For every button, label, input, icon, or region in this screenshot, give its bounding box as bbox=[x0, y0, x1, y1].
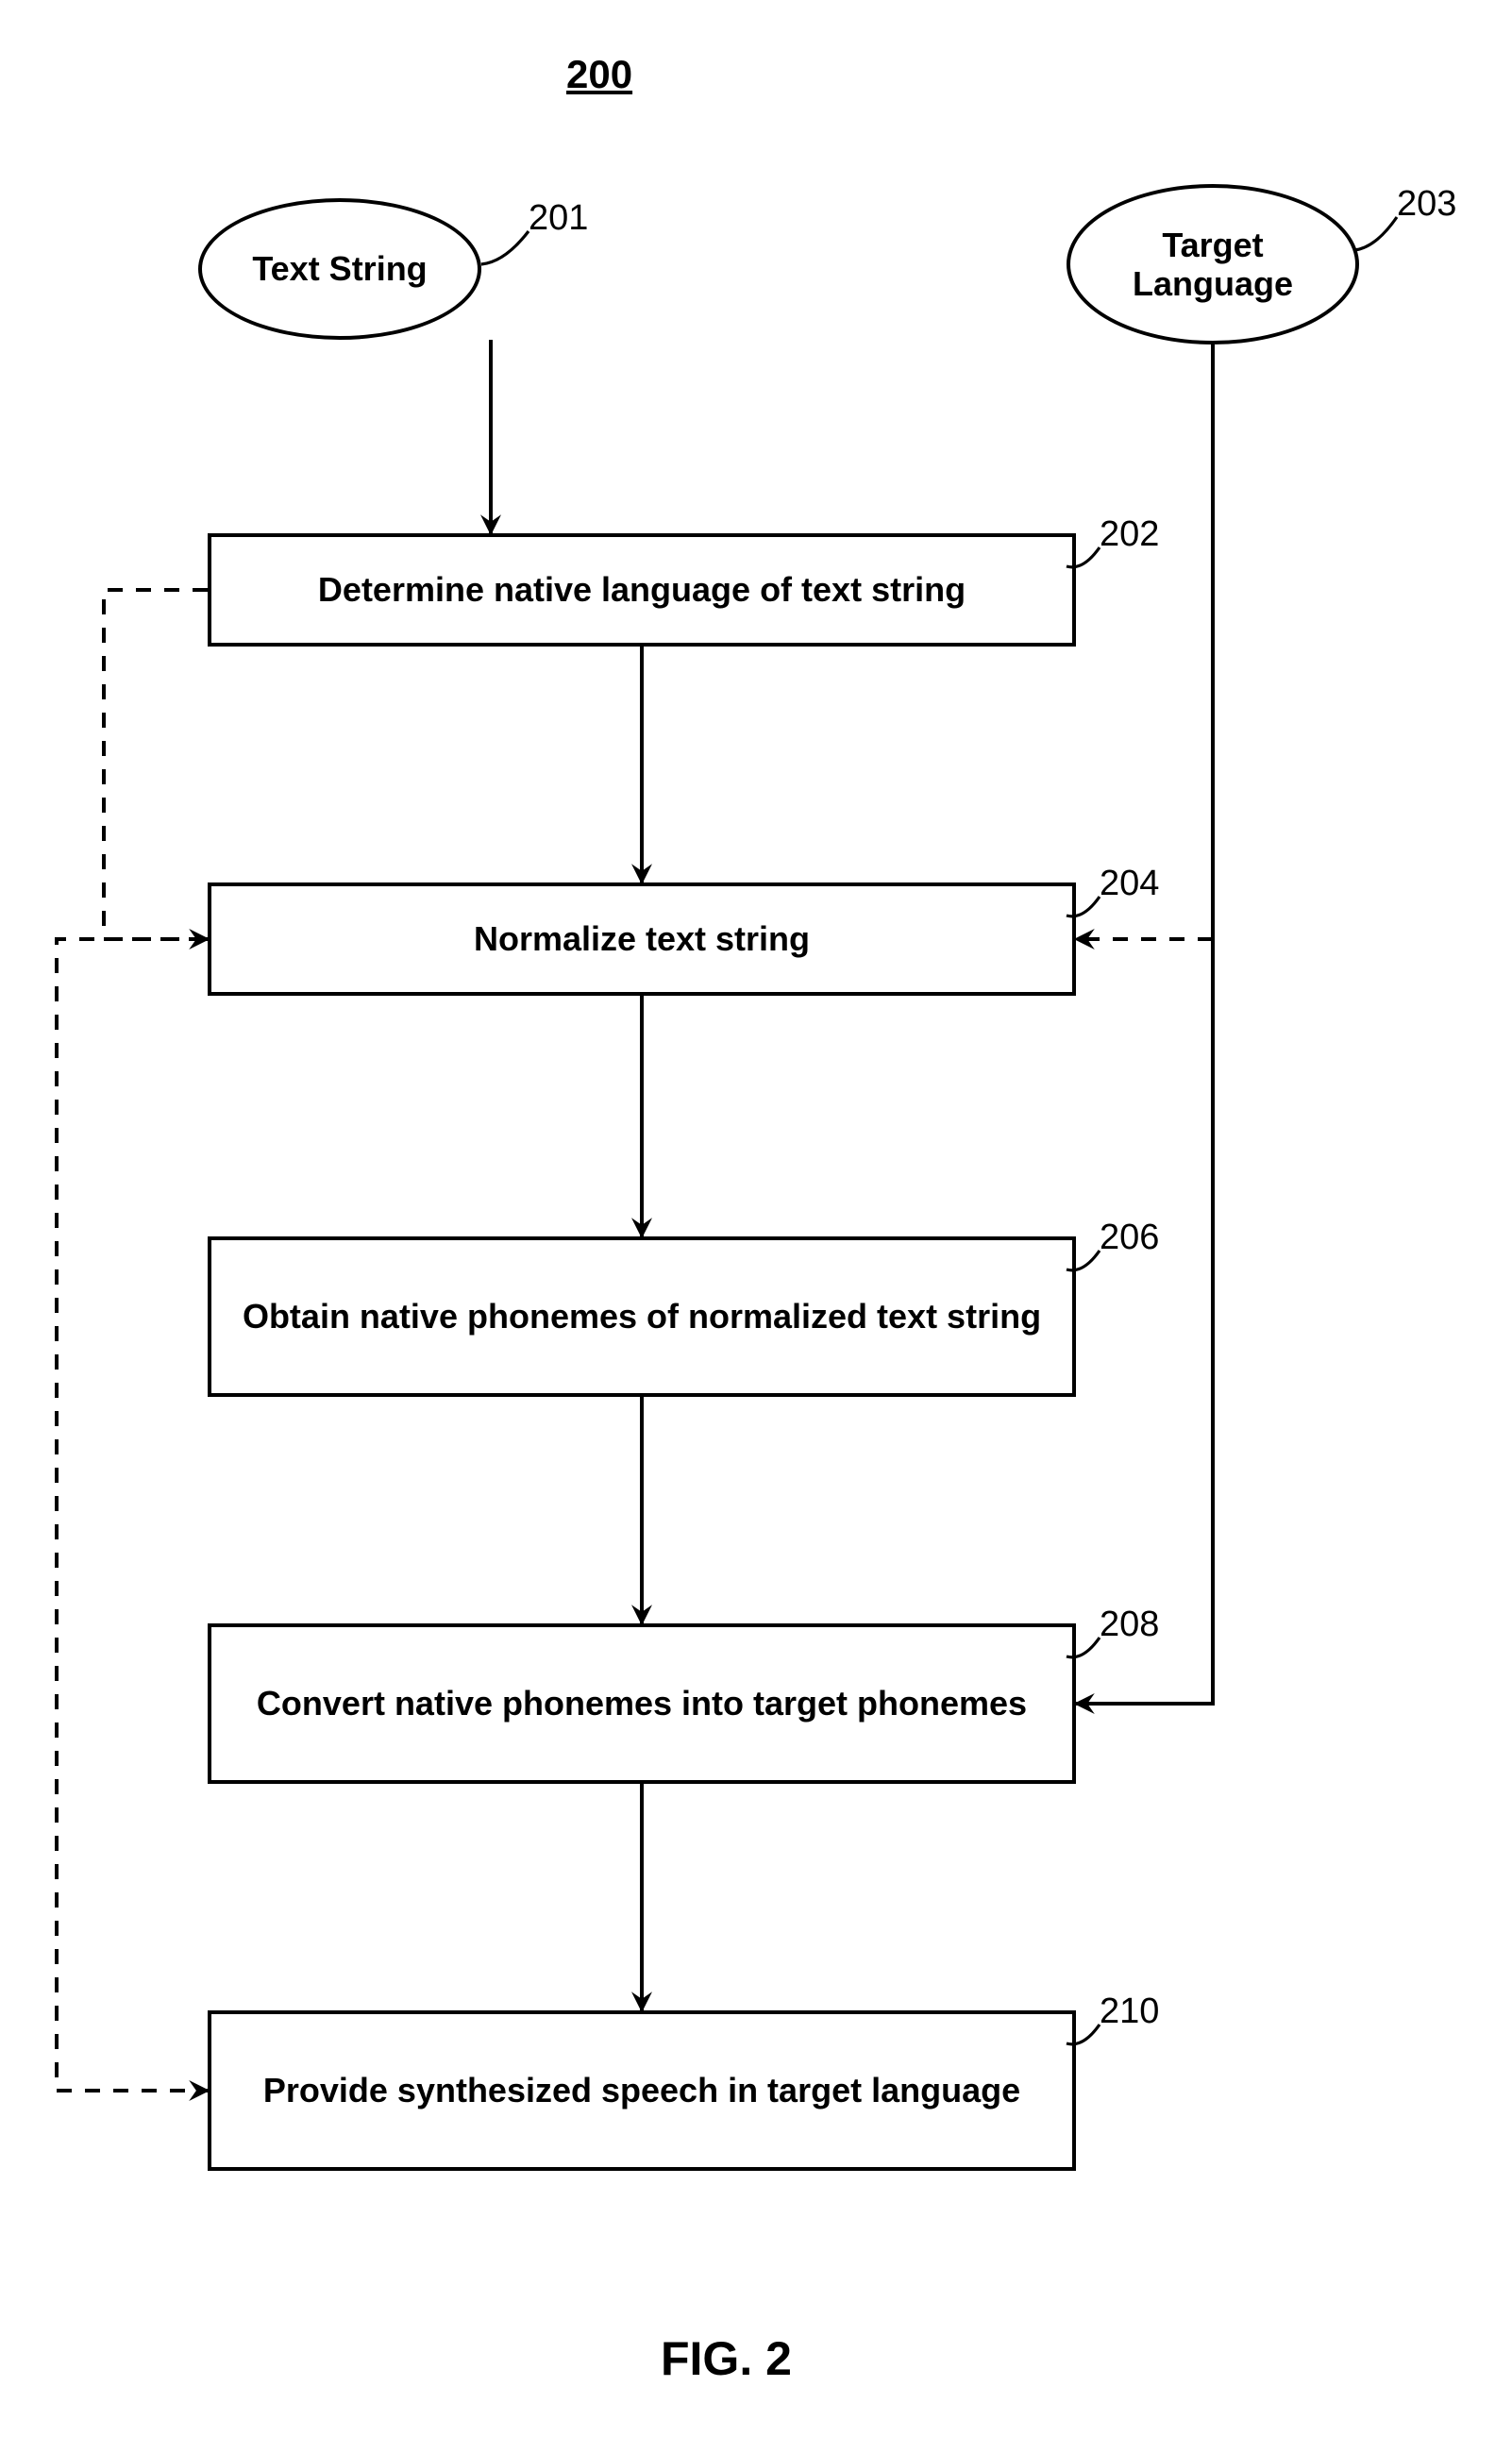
ref-label-204: 204 bbox=[1100, 864, 1159, 904]
node-label: Convert native phonemes into target phon… bbox=[257, 1683, 1027, 1723]
ref-label-203: 203 bbox=[1397, 184, 1456, 225]
node-provide-synthesized-speech: Provide synthesized speech in target lan… bbox=[208, 2010, 1076, 2171]
node-convert-native-phonemes: Convert native phonemes into target phon… bbox=[208, 1623, 1076, 1784]
node-text-string: Text String bbox=[198, 198, 481, 340]
ref-label-210: 210 bbox=[1100, 1992, 1159, 2032]
ref-label-202: 202 bbox=[1100, 514, 1159, 555]
figure-number-title: 200 bbox=[566, 52, 632, 97]
node-label: Obtain native phonemes of normalized tex… bbox=[243, 1296, 1041, 1336]
node-obtain-native-phonemes: Obtain native phonemes of normalized tex… bbox=[208, 1236, 1076, 1397]
node-determine-native-language: Determine native language of text string bbox=[208, 533, 1076, 647]
node-target-language: TargetLanguage bbox=[1067, 184, 1359, 345]
node-normalize-text-string: Normalize text string bbox=[208, 882, 1076, 996]
ref-label-206: 206 bbox=[1100, 1218, 1159, 1258]
node-label: Provide synthesized speech in target lan… bbox=[263, 2070, 1020, 2110]
node-label: Text String bbox=[252, 249, 427, 288]
node-label: Determine native language of text string bbox=[318, 569, 966, 610]
ref-label-201: 201 bbox=[529, 198, 588, 239]
ref-label-208: 208 bbox=[1100, 1605, 1159, 1645]
node-label: TargetLanguage bbox=[1133, 226, 1293, 304]
figure-caption: FIG. 2 bbox=[661, 2331, 792, 2386]
node-label: Normalize text string bbox=[474, 918, 810, 959]
